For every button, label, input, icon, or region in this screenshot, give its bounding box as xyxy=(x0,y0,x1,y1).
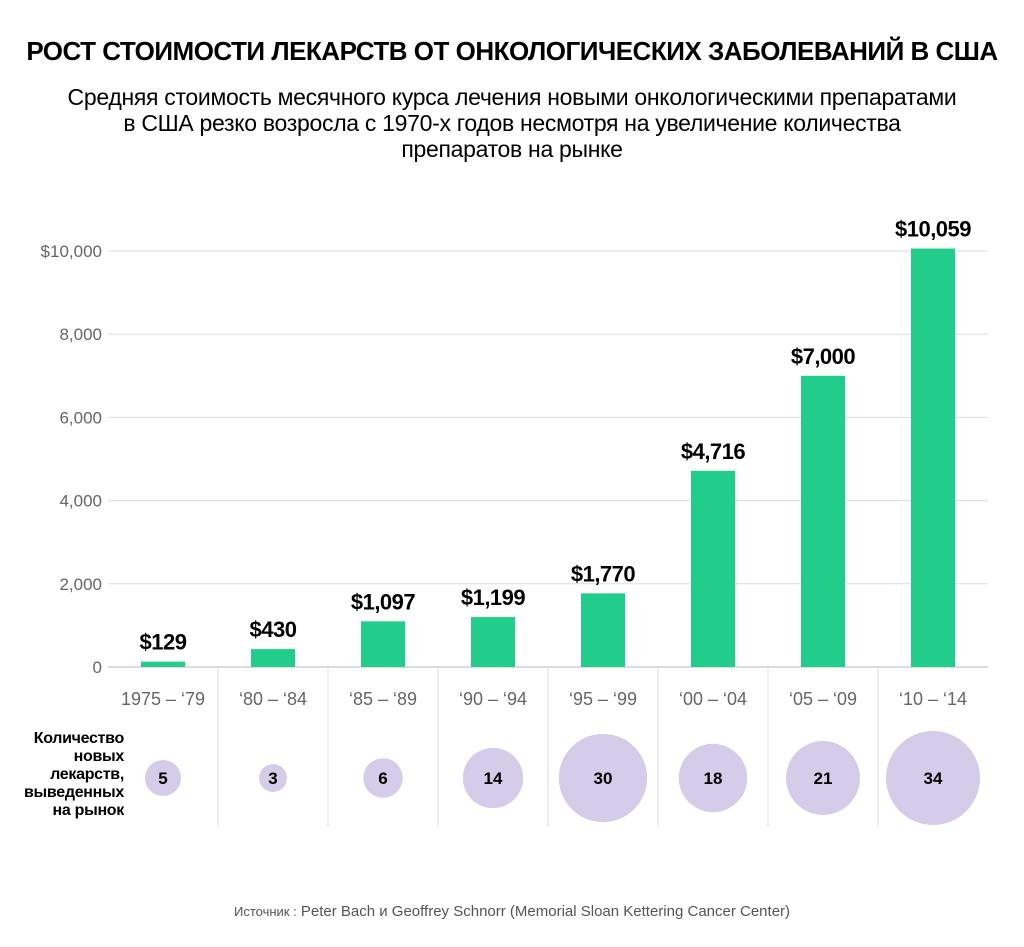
drug-count-bubble xyxy=(462,747,524,809)
x-tick-label: ‘10 – ‘14 xyxy=(899,689,967,709)
y-tick-label: 4,000 xyxy=(59,492,102,511)
drug-count-bubble xyxy=(259,764,287,792)
drug-count-label: 34 xyxy=(924,769,943,788)
drug-count-bubble xyxy=(886,731,980,825)
bar xyxy=(581,593,625,667)
drug-count-bubble xyxy=(363,758,403,798)
y-tick-label: $10,000 xyxy=(41,242,102,261)
source-text: Peter Bach и Geoffrey Schnorr (Memorial … xyxy=(300,903,791,920)
drug-count-label: 14 xyxy=(484,769,503,788)
chart: 0 2,000 4,000 6,000 8,000 $10,000 $129 1975 – ‘… xyxy=(24,217,988,827)
drug-count-bubble xyxy=(558,733,648,823)
bar-value-label: $4,716 xyxy=(681,439,746,464)
bubble-row-label: Количество xyxy=(34,730,125,747)
bar xyxy=(141,661,185,667)
y-tick-label: 2,000 xyxy=(59,575,102,594)
bar-value-label: $430 xyxy=(250,617,297,642)
x-tick-label: ‘90 – ‘94 xyxy=(459,689,527,709)
bar xyxy=(361,621,405,667)
drug-count-label: 18 xyxy=(704,769,723,788)
bar xyxy=(471,617,515,667)
drug-count-label: 21 xyxy=(814,769,833,788)
bar-value-label: $129 xyxy=(140,630,187,655)
y-tick-label: 0 xyxy=(93,658,102,677)
bar-value-label: $1,770 xyxy=(571,561,636,586)
drug-count-label: 6 xyxy=(378,769,387,788)
x-tick-label: ‘00 – ‘04 xyxy=(679,689,747,709)
bar-value-label: $10,059 xyxy=(895,217,971,242)
drug-count-bubble xyxy=(786,741,860,815)
drug-count-label: 30 xyxy=(594,769,613,788)
x-tick-label: 1975 – ‘79 xyxy=(121,689,205,709)
y-tick-label: 8,000 xyxy=(59,325,102,344)
drug-count-label: 5 xyxy=(158,769,167,788)
x-tick-label: ‘05 – ‘09 xyxy=(789,689,857,709)
bubble-row-label: лекарств, xyxy=(50,766,124,783)
bar xyxy=(251,649,295,667)
bar-value-label: $7,000 xyxy=(791,344,856,369)
bar xyxy=(801,375,845,667)
x-tick-label: ‘80 – ‘84 xyxy=(239,689,307,709)
bubble-row-label: выведенных xyxy=(24,784,124,801)
bar-value-label: $1,097 xyxy=(351,589,416,614)
source-label: Источник : xyxy=(233,904,297,919)
drug-count-bubble xyxy=(144,759,182,797)
drug-count-bubble xyxy=(678,743,748,813)
bubble-row-label: на рынок xyxy=(53,802,126,819)
drug-count-label: 3 xyxy=(268,769,277,788)
chart-title: РОСТ СТОИМОСТИ ЛЕКАРСТВ ОТ ОНКОЛОГИЧЕСКИ… xyxy=(26,36,998,66)
x-tick-label: ‘95 – ‘99 xyxy=(569,689,637,709)
x-tick-label: ‘85 – ‘89 xyxy=(349,689,417,709)
bar xyxy=(911,248,955,667)
bubble-row-label: новых xyxy=(74,748,125,765)
bar xyxy=(691,470,735,667)
source-note: Источник : Peter Bach и Geoffrey Schnorr… xyxy=(0,903,1024,920)
bar-value-label: $1,199 xyxy=(461,585,526,610)
y-tick-label: 6,000 xyxy=(59,408,102,427)
chart-subtitle: Средняя стоимость месячного курса лечени… xyxy=(67,84,957,162)
